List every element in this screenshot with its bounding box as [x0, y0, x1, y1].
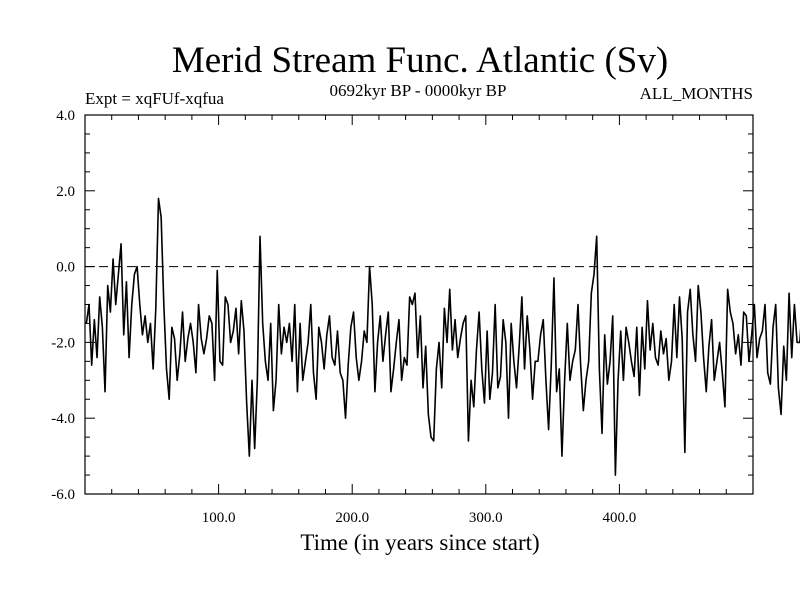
x-axis-label: Time (in years since start) [300, 530, 539, 555]
x-tick-label: 100.0 [202, 510, 236, 526]
time-range-label: 0692kyr BP - 0000kyr BP [330, 81, 507, 100]
experiment-label: Expt = xqFUf-xqfua [85, 89, 224, 108]
y-tick-label: 4.0 [56, 108, 75, 124]
y-tick-label: -6.0 [51, 487, 75, 503]
chart-title: Merid Stream Func. Atlantic (Sv) [172, 40, 668, 81]
series-line-0 [85, 197, 800, 476]
plot-area: -6.0 -4.0 -2.0 0.0 2.0 4.0 100.0 200.0 300.0 400.… [51, 108, 800, 526]
x-tick-label: 400.0 [603, 510, 637, 526]
y-tick-label: -4.0 [51, 411, 75, 427]
y-tick-label: -2.0 [51, 335, 75, 351]
plot-frame [84, 114, 754, 495]
y-tick-label: 0.0 [56, 260, 75, 276]
months-label: ALL_MONTHS [640, 84, 753, 103]
x-tick-label: 300.0 [469, 510, 503, 526]
x-tick-label: 200.0 [335, 510, 369, 526]
y-tick-label: 2.0 [56, 184, 75, 200]
